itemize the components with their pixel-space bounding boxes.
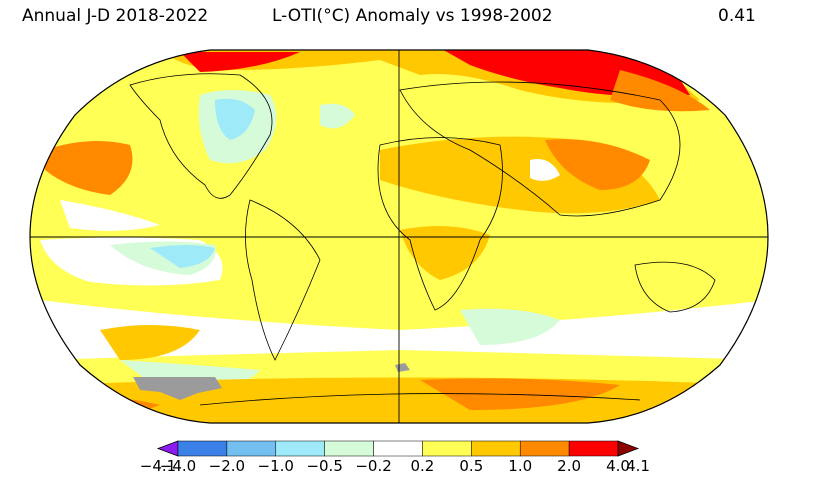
southern-mid-latitudes-neutral bbox=[40, 300, 768, 360]
north-america-outline bbox=[129, 73, 273, 199]
north-pacific-warm bbox=[45, 141, 133, 195]
colorbar-swatch bbox=[471, 440, 521, 457]
hudson-cool-region bbox=[215, 98, 255, 140]
colorbar-swatch bbox=[275, 440, 325, 457]
central-asia-hot bbox=[545, 139, 650, 190]
global-mean-value: 0.41 bbox=[718, 6, 756, 26]
east-siberia-region bbox=[610, 70, 710, 112]
colorbar-swatch bbox=[177, 440, 228, 457]
colorbar-swatch bbox=[373, 440, 423, 457]
australia-outline bbox=[634, 261, 716, 313]
colorbar-swatch bbox=[519, 440, 570, 457]
south-america-outline bbox=[245, 199, 321, 361]
colorbar-arrow-left bbox=[156, 440, 179, 457]
colorbar-tick-label: 2.0 bbox=[557, 457, 582, 475]
map-title: Annual J-D 2018-2022 bbox=[22, 6, 209, 26]
colorbar-tick-label: −4.1 bbox=[139, 457, 177, 475]
no-data-region bbox=[133, 377, 222, 400]
colorbar-tick-label: −1.0 bbox=[257, 457, 294, 475]
colorbar-tick-label: 4.0 bbox=[606, 457, 630, 475]
colorbar-tick-label: −0.2 bbox=[355, 457, 392, 475]
south-atlantic-cool bbox=[460, 308, 560, 345]
eurasia-outline bbox=[399, 81, 681, 217]
colorbar-swatch bbox=[422, 440, 472, 457]
east-antarctic-hot bbox=[420, 378, 620, 410]
globe-border bbox=[29, 49, 769, 424]
colorbar-swatch bbox=[568, 440, 619, 457]
pacific-neutral-band bbox=[60, 200, 160, 231]
colorbar-tick-label: −2.0 bbox=[208, 457, 246, 475]
colorbar-tick-label: −4.0 bbox=[159, 457, 197, 475]
colorbar-tick-label: 1.0 bbox=[508, 457, 533, 475]
south-pacific-warm bbox=[100, 325, 200, 360]
greenland-north-hot bbox=[180, 52, 300, 72]
colorbar-tick-label: 0.5 bbox=[459, 457, 484, 475]
africa-warm-region bbox=[400, 226, 490, 280]
colorbar-tick-label: 4.1 bbox=[626, 457, 650, 475]
antarctica-outline bbox=[199, 393, 641, 406]
el-nino-cool-core bbox=[150, 245, 215, 268]
north-atlantic-cool bbox=[320, 103, 355, 129]
colorbar-tick-label: 0.2 bbox=[410, 457, 435, 475]
africa-outline bbox=[377, 137, 503, 311]
colorbar-tick-label: −0.5 bbox=[306, 457, 343, 475]
colorbar-arrow-right bbox=[617, 440, 640, 457]
india-neutral bbox=[530, 159, 560, 181]
map-subtitle: L-OTI(°C) Anomaly vs 1998-2002 bbox=[272, 6, 553, 26]
colorbar-swatch bbox=[226, 440, 277, 457]
colorbar-swatch bbox=[324, 440, 374, 457]
